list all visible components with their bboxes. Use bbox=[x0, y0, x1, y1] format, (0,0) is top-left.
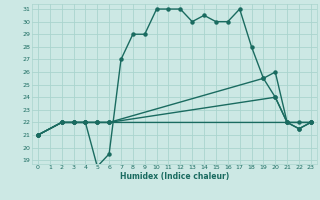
X-axis label: Humidex (Indice chaleur): Humidex (Indice chaleur) bbox=[120, 172, 229, 181]
